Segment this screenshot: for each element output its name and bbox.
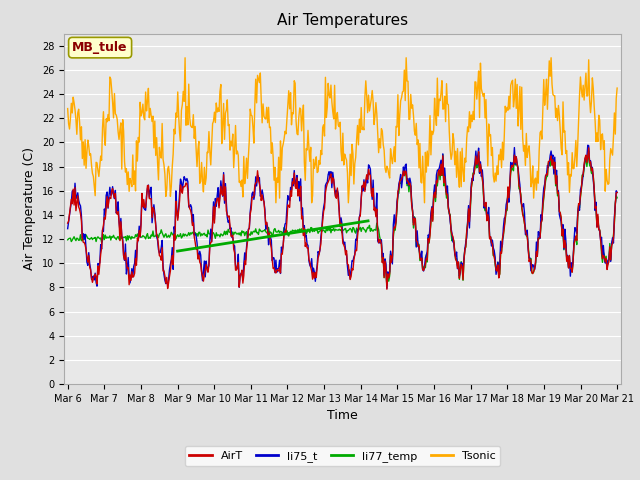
Line: Tsonic: Tsonic [68, 58, 617, 203]
Tsonic [433, 122, 440, 128]
li75_t [383, 286, 391, 291]
X-axis label: Time: Time [327, 409, 358, 422]
li77_temp [312, 227, 320, 233]
li75_t [479, 167, 486, 173]
Tsonic [181, 55, 189, 60]
li75_t [161, 277, 169, 283]
Y-axis label: Air Temperature (C): Air Temperature (C) [23, 147, 36, 270]
Tsonic [613, 85, 621, 91]
Tsonic [479, 94, 487, 99]
AirT [431, 195, 439, 201]
Line: li75_t: li75_t [68, 145, 617, 288]
AirT [613, 190, 621, 195]
AirT [64, 220, 72, 226]
AirT [161, 273, 169, 279]
li75_t [584, 143, 591, 148]
AirT [479, 175, 486, 181]
AirT [312, 275, 320, 280]
Tsonic [390, 153, 397, 159]
Tsonic [272, 200, 280, 205]
AirT [388, 253, 396, 259]
li77_temp [613, 195, 621, 201]
AirT [205, 262, 212, 267]
li77_temp [161, 232, 169, 238]
Tsonic [64, 106, 72, 111]
li77_temp [205, 231, 212, 237]
li77_temp [388, 257, 396, 263]
Title: Air Temperatures: Air Temperatures [277, 13, 408, 28]
Tsonic [161, 171, 169, 177]
li77_temp [585, 148, 593, 154]
Legend: AirT, li75_t, li77_temp, Tsonic: AirT, li75_t, li77_temp, Tsonic [185, 446, 500, 466]
li77_temp [383, 283, 391, 288]
Line: AirT: AirT [68, 148, 617, 289]
li75_t [205, 263, 212, 268]
li75_t [431, 192, 439, 197]
Text: MB_tule: MB_tule [72, 41, 128, 54]
Line: li77_temp: li77_temp [68, 151, 617, 286]
li77_temp [431, 199, 439, 204]
li75_t [312, 269, 320, 275]
li77_temp [64, 237, 72, 243]
Tsonic [314, 168, 322, 174]
li77_temp [479, 174, 486, 180]
AirT [383, 287, 391, 292]
li75_t [613, 190, 621, 195]
Tsonic [206, 148, 214, 154]
li75_t [64, 226, 72, 231]
li75_t [388, 261, 396, 267]
AirT [585, 145, 593, 151]
